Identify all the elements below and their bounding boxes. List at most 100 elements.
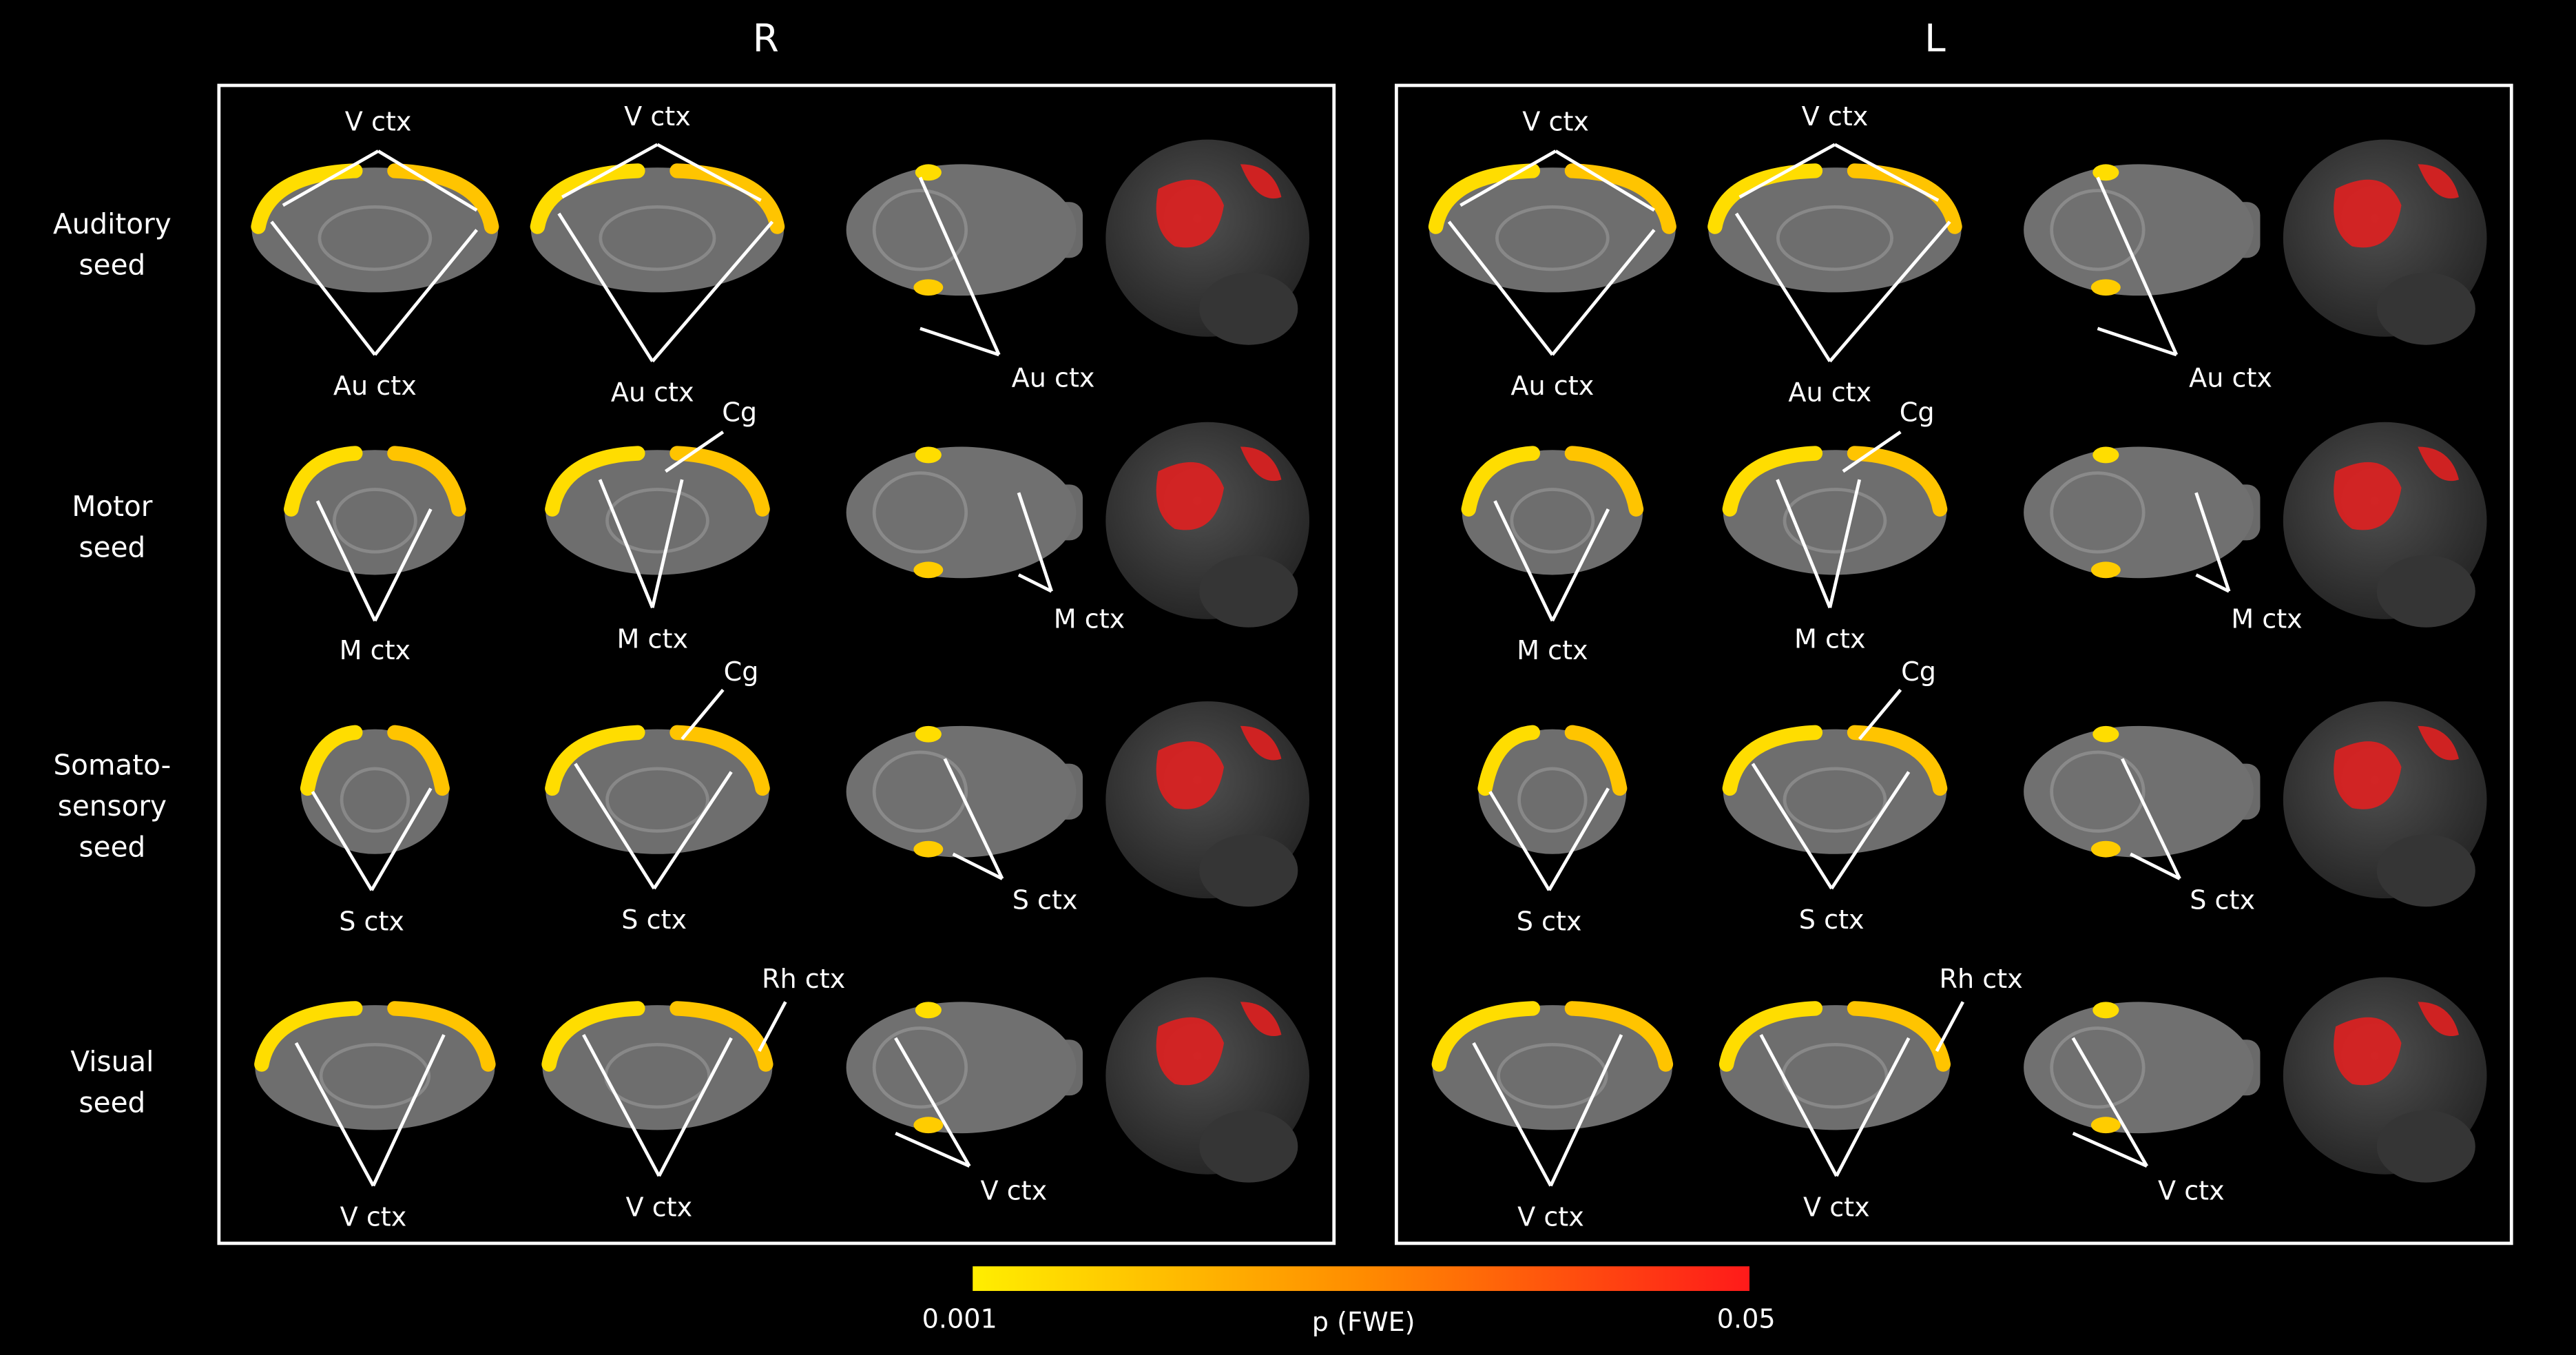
activation: [1564, 446, 1644, 517]
brain-slice: [251, 167, 499, 293]
activation: [2092, 446, 2119, 464]
pointer-line: [2096, 176, 2179, 355]
row-label: seed: [79, 531, 146, 564]
pointer-line: [681, 688, 725, 741]
pointer-line: [1935, 1001, 1965, 1053]
panel-frame: [1394, 83, 2513, 1245]
pointer-line: [1447, 220, 1554, 356]
brain-slice: [284, 450, 466, 575]
activation-3d: [1156, 179, 1225, 248]
pointer-line: [582, 1033, 661, 1177]
brain-3d-cerebellum: [1199, 555, 1298, 628]
region-label: Au ctx: [333, 371, 417, 401]
activation: [1431, 1001, 1540, 1072]
brain-detail: [605, 488, 709, 554]
activation: [915, 164, 942, 181]
activation-3d: [1156, 462, 1225, 530]
pointer-line: [315, 500, 377, 622]
pointer-line: [652, 771, 733, 890]
brain-detail: [319, 1042, 431, 1109]
region-label: M ctx: [1517, 635, 1588, 665]
activation-3d: [1240, 725, 1282, 761]
activation-3d: [1156, 741, 1225, 809]
pointer-line: [2071, 1037, 2149, 1168]
region-label: Au ctx: [1788, 377, 1871, 408]
brain-detail: [1510, 488, 1595, 554]
brain-detail: [2050, 471, 2146, 554]
pointer-line: [1835, 1037, 1911, 1177]
row-label: Somato-: [53, 748, 171, 781]
row-label: sensory: [58, 789, 167, 823]
pointer-line: [665, 431, 725, 473]
region-label: S ctx: [1012, 885, 1078, 915]
activation: [387, 446, 466, 517]
pointer-line: [371, 1034, 446, 1187]
activation-3d: [2418, 1002, 2459, 1037]
pointer-line: [1828, 479, 1862, 608]
pointer-line: [294, 1042, 375, 1187]
region-label: S ctx: [621, 904, 687, 935]
brain-3d-cerebellum: [2376, 555, 2475, 628]
brain-slice: [255, 1005, 495, 1130]
brain-detail: [599, 205, 716, 271]
brain-3d-cerebellum: [2376, 272, 2475, 345]
colorbar: [973, 1266, 1749, 1292]
region-label: Cg: [1900, 397, 1935, 427]
activation-3d: [2418, 446, 2459, 482]
activation: [915, 1002, 942, 1019]
brain-axial: [846, 446, 1077, 579]
activation: [669, 725, 770, 796]
activation-3d: [1240, 164, 1282, 199]
brain-detail: [872, 750, 968, 833]
brain-detail: [1783, 488, 1887, 554]
brain-slice: [546, 729, 769, 854]
brain-3d-cerebellum: [1199, 272, 1298, 345]
pointer-line: [2130, 852, 2181, 880]
activation: [545, 446, 645, 517]
pointer-line: [1548, 787, 1610, 891]
region-label: V ctx: [1802, 101, 1869, 132]
pointer-line: [2194, 492, 2231, 592]
activation: [387, 1001, 496, 1072]
activation-3d: [2334, 1017, 2402, 1086]
pointer-line: [557, 212, 654, 362]
pointer-line: [1759, 1033, 1838, 1177]
colorbar-min: 0.001: [922, 1303, 997, 1334]
region-label: V ctx: [624, 101, 691, 132]
pointer-line: [651, 220, 774, 363]
brain-detail: [872, 189, 968, 271]
brain-axial: [2024, 446, 2254, 579]
pointer-line: [1017, 492, 1053, 592]
region-label: V ctx: [625, 1192, 692, 1222]
region-label: S ctx: [2190, 885, 2255, 915]
pointer-line: [377, 149, 478, 212]
brain-slice: [1462, 450, 1643, 575]
brain-3d-cerebellum: [2376, 834, 2475, 907]
activation: [2090, 279, 2121, 296]
activation: [913, 561, 944, 579]
pointer-line: [1460, 149, 1557, 207]
pointer-line: [2195, 573, 2230, 593]
region-label: Cg: [724, 656, 759, 687]
pointer-line: [1472, 1042, 1552, 1187]
region-label: S ctx: [1799, 904, 1865, 935]
activation-3d: [1240, 1002, 1282, 1037]
brain-detail: [1783, 767, 1887, 833]
activation: [2090, 840, 2121, 858]
activation: [254, 1001, 363, 1072]
activation: [545, 725, 645, 796]
activation: [2092, 725, 2119, 743]
activation: [913, 1117, 944, 1134]
activation-3d: [1240, 446, 1282, 482]
pointer-line: [918, 176, 1001, 355]
pointer-line: [1738, 143, 1836, 199]
activation: [284, 446, 363, 517]
pointer-line: [943, 758, 1004, 880]
brain-detail: [1776, 205, 1893, 271]
brain-slice: [1723, 729, 1947, 854]
activation: [1722, 446, 1823, 517]
pointer-line: [1751, 763, 1834, 890]
pointer-line: [1776, 479, 1832, 609]
pointer-line: [270, 220, 377, 356]
